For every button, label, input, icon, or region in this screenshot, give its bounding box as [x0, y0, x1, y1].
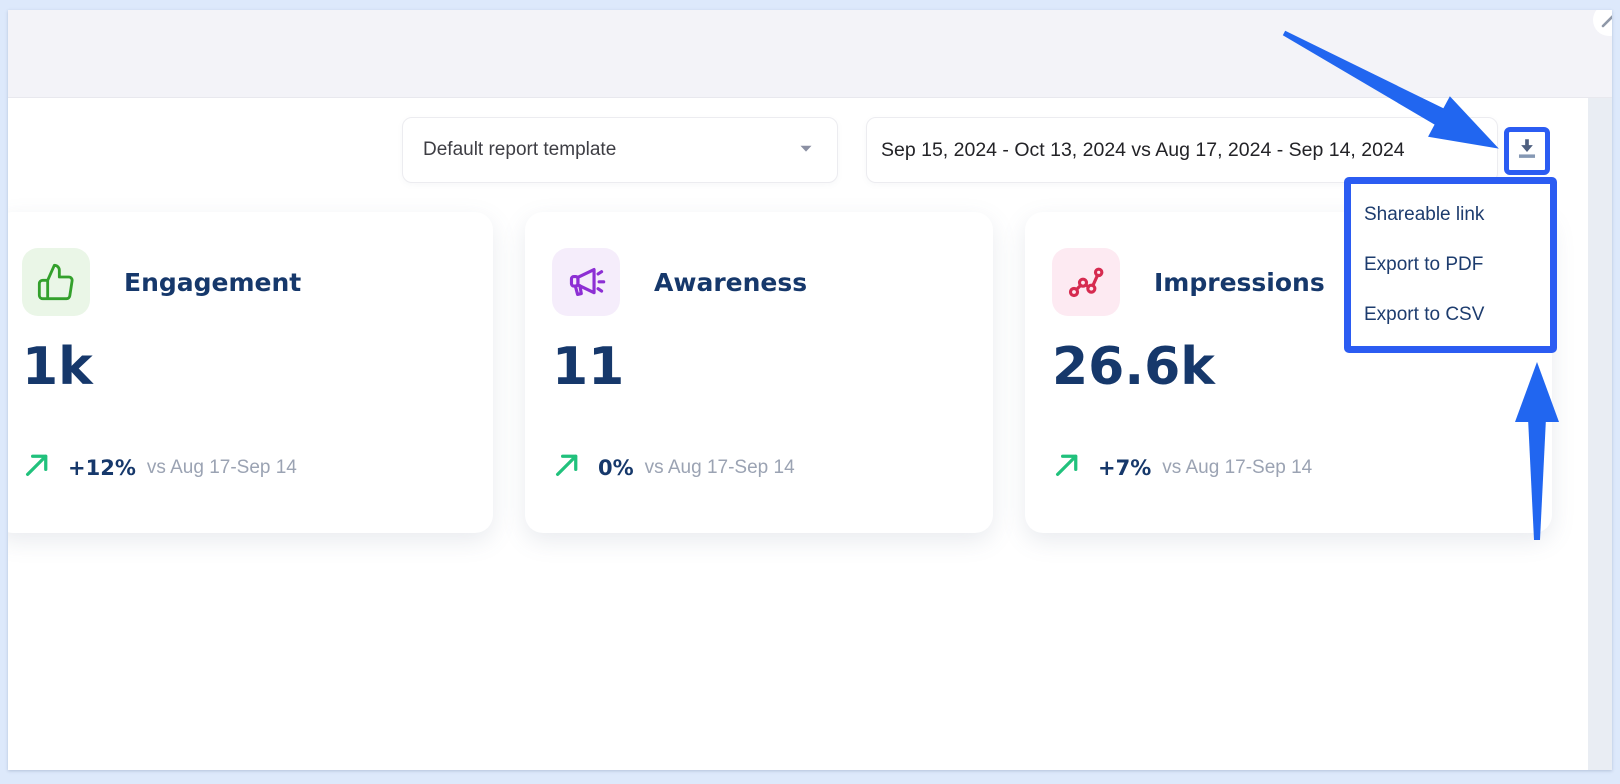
card-title: Impressions	[1154, 267, 1325, 297]
card-title: Awareness	[654, 267, 808, 297]
download-button[interactable]	[1504, 127, 1550, 175]
menu-item-export-pdf[interactable]: Export to PDF	[1364, 254, 1484, 275]
right-edge-strip	[1588, 98, 1612, 770]
thumbs-up-icon	[22, 248, 90, 316]
export-menu: Shareable link Export to PDF Export to C…	[1344, 177, 1557, 353]
card-value: 11	[552, 337, 625, 397]
compare-label: vs Aug 17-Sep 14	[644, 456, 795, 478]
app-window: Default report template Sep 15, 2024 - O…	[8, 10, 1612, 770]
card-value: 26.6k	[1052, 337, 1215, 397]
date-range-value: Sep 15, 2024 - Oct 13, 2024 vs Aug 17, 2…	[881, 138, 1405, 161]
menu-item-shareable-link[interactable]: Shareable link	[1364, 204, 1485, 225]
trend-up-icon	[22, 450, 52, 485]
date-range-picker[interactable]: Sep 15, 2024 - Oct 13, 2024 vs Aug 17, 2…	[866, 117, 1498, 183]
compare-label: vs Aug 17-Sep 14	[146, 456, 297, 478]
report-template-value: Default report template	[423, 139, 617, 160]
card-delta-row: +12% vs Aug 17-Sep 14	[22, 450, 297, 485]
metric-card-engagement: Engagement 1k +12% vs Aug 17-Sep 14	[8, 212, 493, 533]
delta-value: 0%	[598, 455, 634, 480]
card-header: Awareness	[552, 248, 993, 316]
menu-item-export-csv[interactable]: Export to CSV	[1364, 304, 1485, 325]
megaphone-icon	[552, 248, 620, 316]
compare-label: vs Aug 17-Sep 14	[1162, 456, 1313, 478]
top-header-band	[8, 10, 1612, 98]
card-value: 1k	[22, 337, 93, 397]
card-delta-row: +7% vs Aug 17-Sep 14	[1052, 450, 1312, 485]
share-nodes-icon	[1052, 248, 1120, 316]
card-header: Engagement	[22, 248, 493, 316]
card-delta-row: 0% vs Aug 17-Sep 14	[552, 450, 795, 485]
report-template-dropdown[interactable]: Default report template	[402, 117, 838, 183]
card-header: Impressions	[1052, 248, 1552, 316]
trend-up-icon	[1052, 450, 1082, 485]
delta-value: +7%	[1098, 455, 1152, 480]
chevron-down-icon	[795, 137, 817, 164]
annotation-pencil-icon	[1591, 10, 1612, 43]
download-icon	[1514, 136, 1540, 167]
metric-card-awareness: Awareness 11 0% vs Aug 17-Sep 14	[525, 212, 993, 533]
trend-up-icon	[552, 450, 582, 485]
card-title: Engagement	[124, 267, 302, 297]
delta-value: +12%	[68, 455, 136, 480]
